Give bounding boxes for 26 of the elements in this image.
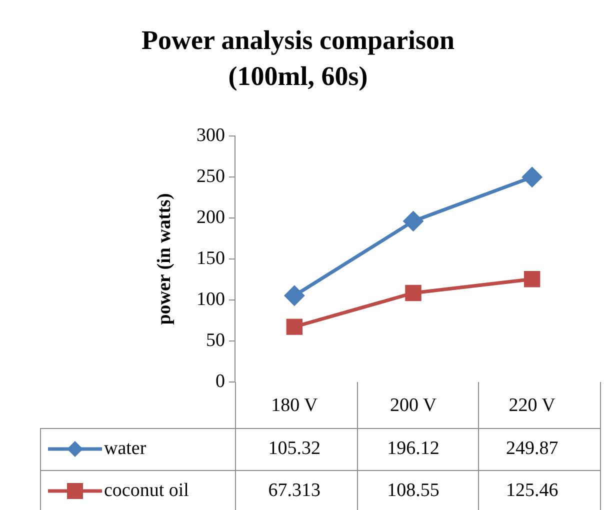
y-tick-label: 300 [196,124,225,146]
data-label: 125.46 [506,480,558,501]
y-tick-label: 100 [196,288,225,310]
point [284,286,304,306]
x-tick-label: 200 V [390,394,437,416]
data-label: 108.55 [387,480,440,501]
x-tick-label: 180 V [271,394,318,416]
point [404,211,423,231]
point [286,318,303,335]
y-tick-label: 0 [216,370,225,392]
point [522,167,542,187]
data-label: 105.32 [268,438,321,459]
data-label: 196.12 [387,438,440,459]
legend-label: water [104,438,147,459]
y-tick-label: 200 [196,206,225,228]
legend-label: coconut oil [104,480,189,501]
data-label: 67.313 [268,480,321,501]
data-label: 249.87 [506,438,558,459]
y-tick-label: 150 [196,248,225,269]
x-tick-label: 220 V [508,394,556,416]
chart-title: Power analysis comparison (100ml, 60s) [141,24,455,91]
y-axis-title: power (in watts) [154,193,175,325]
y-tick-label: 250 [196,166,225,187]
y-tick-label: 50 [206,330,225,351]
point [524,271,540,288]
point [405,284,422,302]
